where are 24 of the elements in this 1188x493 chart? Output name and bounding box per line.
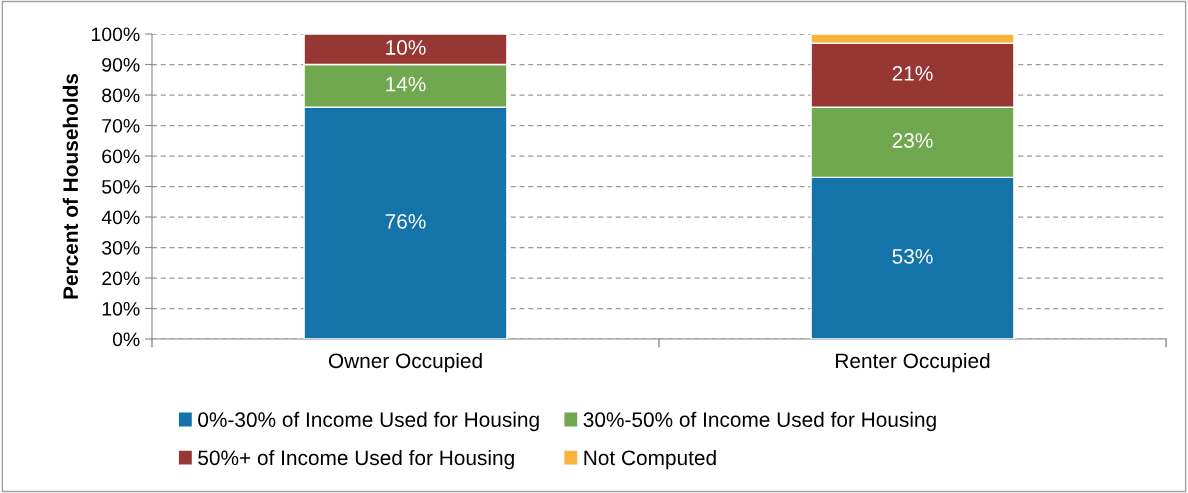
y-tick-label: 90% <box>102 57 140 72</box>
data-label: 76% <box>385 213 426 229</box>
legend-label: 0%-30% of Income Used for Housing <box>198 411 539 432</box>
legend-label: 30%-50% of Income Used for Housing <box>583 411 936 432</box>
legend-label: 50%+ of Income Used for Housing <box>198 449 514 470</box>
data-label: 23% <box>892 133 933 148</box>
y-tick-label: 40% <box>101 210 140 225</box>
data-label: 10% <box>386 40 426 55</box>
y-tick-label: 70% <box>102 118 140 133</box>
legend-label: Not Computed <box>584 449 716 470</box>
y-tick-label: 30% <box>102 240 140 255</box>
data-label: 14% <box>386 76 426 92</box>
data-label: 53% <box>892 249 933 264</box>
y-tick-label: 0% <box>112 332 140 347</box>
y-tick-label: 60% <box>102 149 140 164</box>
y-tick-label: 10% <box>102 301 140 316</box>
y-tick-label: 50% <box>102 179 140 194</box>
y-tick-label: 20% <box>102 271 140 286</box>
x-tick-label: Owner Occupied <box>328 352 482 373</box>
x-tick-label: Renter Occupied <box>836 352 990 373</box>
y-axis-title: Percent of Households <box>62 73 79 299</box>
data-label: 21% <box>892 66 933 81</box>
y-tick-label: 80% <box>102 88 140 103</box>
y-tick-label: 100% <box>91 27 140 42</box>
